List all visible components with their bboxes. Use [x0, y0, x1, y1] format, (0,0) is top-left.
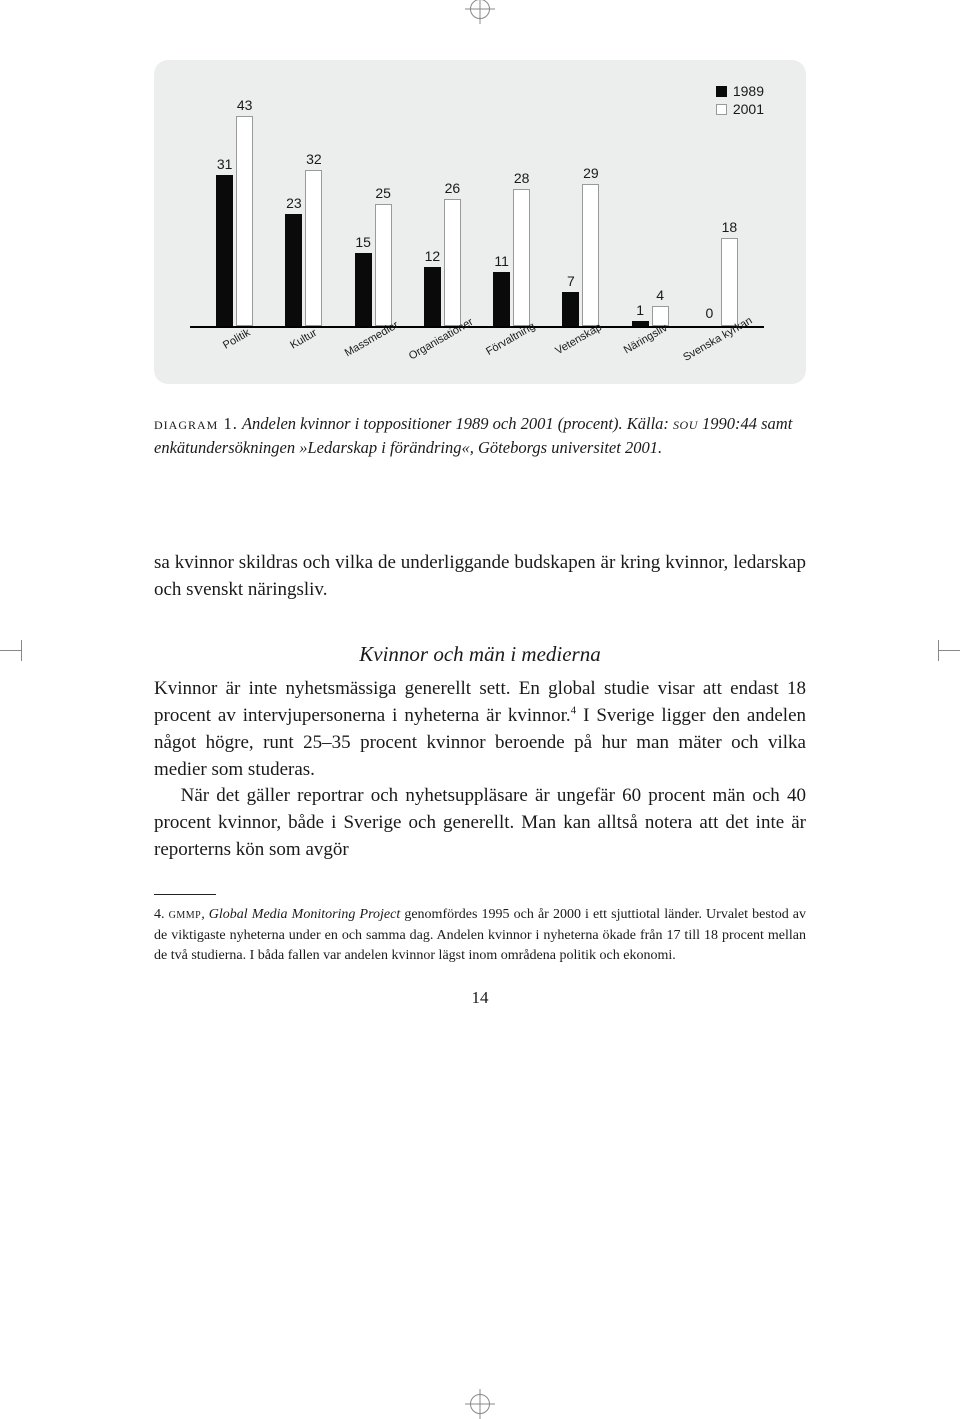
bar-value-label: 11 — [494, 253, 509, 269]
footnote: 4. gmmp, Global Media Monitoring Project… — [154, 905, 806, 966]
bar-value-label: 29 — [583, 165, 599, 181]
footnote-num: 4. — [154, 907, 169, 922]
bar-value-label: 43 — [237, 97, 253, 113]
body-subhead: Kvinnor och män i medierna — [154, 640, 806, 670]
bar-group: 1226 — [408, 199, 477, 326]
chart-plot-area: 3143233215251226112872914018 PolitikKult… — [200, 88, 754, 328]
bar-group: 729 — [546, 184, 615, 326]
chart-x-labels: PolitikKulturMassmedierOrganisationerFör… — [200, 334, 754, 346]
bar: 31 — [216, 175, 233, 326]
chart-panel: 19892001 3143233215251226112872914018 Po… — [154, 60, 806, 384]
bar-value-label: 1 — [636, 302, 644, 318]
bar: 7 — [562, 292, 579, 326]
footnote-sc: gmmp — [169, 907, 202, 922]
bar: 43 — [236, 116, 253, 326]
caption-source-prefix: Källa: — [627, 414, 673, 433]
bar-group: 3143 — [200, 116, 269, 326]
bar-value-label: 18 — [722, 219, 738, 235]
bar-value-label: 7 — [567, 273, 575, 289]
bar: 18 — [721, 238, 738, 326]
crop-tick-left — [0, 650, 22, 651]
crop-mark-bottom — [465, 1389, 495, 1419]
body-p1: sa kvinnor skildras och vilka de underli… — [154, 550, 806, 604]
bar-value-label: 31 — [217, 156, 233, 172]
bar: 25 — [375, 204, 392, 326]
footnote-title: , Global Media Monitoring Project — [201, 907, 400, 922]
body-p3: När det gäller reportrar och nyhetsupplä… — [154, 783, 806, 864]
bar-value-label: 32 — [306, 151, 322, 167]
crop-mark-top — [465, 0, 495, 24]
footnote-rule — [154, 894, 216, 895]
chart-caption: diagram 1. Andelen kvinnor i topposition… — [154, 412, 806, 460]
caption-lead: diagram 1. — [154, 414, 238, 433]
bar-value-label: 25 — [375, 185, 391, 201]
body-text: sa kvinnor skildras och vilka de underli… — [154, 550, 806, 865]
caption-title: Andelen kvinnor i toppositioner 1989 och… — [242, 414, 623, 433]
bar: 23 — [285, 214, 302, 326]
page: 19892001 3143233215251226112872914018 Po… — [148, 30, 812, 1383]
bar: 28 — [513, 189, 530, 326]
bar: 29 — [582, 184, 599, 326]
bar: 11 — [493, 272, 510, 326]
bar: 12 — [424, 267, 441, 326]
crop-tick-right — [938, 650, 960, 651]
bar-value-label: 4 — [656, 287, 664, 303]
caption-source-sc: sou — [673, 414, 698, 433]
bar: 15 — [355, 253, 372, 326]
bar: 32 — [305, 170, 322, 326]
bar-value-label: 23 — [286, 195, 302, 211]
bar-group: 2332 — [269, 170, 338, 326]
bar-value-label: 12 — [425, 248, 441, 264]
body-p2: Kvinnor är inte nyhetsmässiga generellt … — [154, 676, 806, 784]
bar-value-label: 15 — [355, 234, 371, 250]
bar-group: 0 18 — [685, 238, 754, 326]
bar-value-label: 28 — [514, 170, 530, 186]
bar-value-label: 26 — [445, 180, 461, 196]
bar-group: 1128 — [477, 189, 546, 326]
bar: 26 — [444, 199, 461, 326]
bar-value-label: 0 — [705, 305, 713, 321]
bar-group: 1525 — [339, 204, 408, 326]
chart-bars: 3143233215251226112872914018 — [200, 88, 754, 326]
page-number: 14 — [148, 988, 812, 1008]
